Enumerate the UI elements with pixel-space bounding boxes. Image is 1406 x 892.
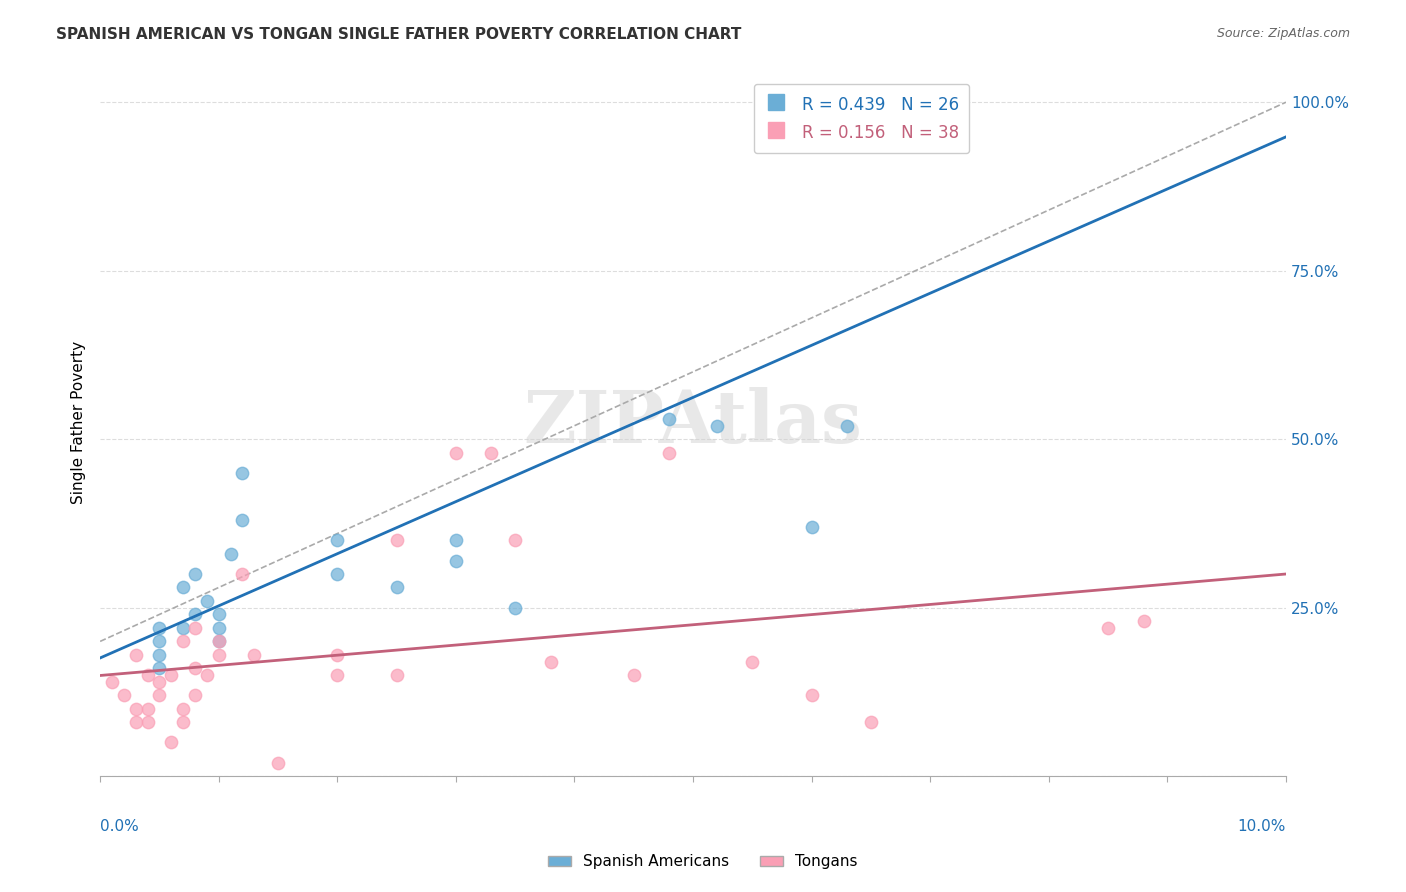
Point [172, 702, 194, 716]
Point [148, 634, 170, 648]
Point [172, 634, 194, 648]
Point [326, 668, 349, 682]
Point [208, 634, 231, 648]
Text: 10.0%: 10.0% [1237, 819, 1286, 834]
Legend: R = 0.439   N = 26, R = 0.156   N = 38: R = 0.439 N = 26, R = 0.156 N = 38 [754, 84, 969, 153]
Point [267, 756, 290, 770]
Point [160, 735, 183, 749]
Text: ZIPAtlas: ZIPAtlas [523, 387, 862, 458]
Point [824, 115, 846, 129]
Point [837, 418, 859, 433]
Point [741, 655, 763, 669]
Point [231, 566, 253, 581]
Point [481, 445, 503, 459]
Point [136, 668, 159, 682]
Point [112, 688, 135, 702]
Point [125, 715, 148, 730]
Point [195, 668, 218, 682]
Point [136, 702, 159, 716]
Text: 0.0%: 0.0% [100, 819, 139, 834]
Point [658, 412, 681, 426]
Point [148, 688, 170, 702]
Point [184, 621, 207, 635]
Point [172, 715, 194, 730]
Point [243, 648, 266, 662]
Point [326, 533, 349, 548]
Point [148, 621, 170, 635]
Point [125, 648, 148, 662]
Point [184, 688, 207, 702]
Point [148, 661, 170, 675]
Point [172, 621, 194, 635]
Legend: Spanish Americans, Tongans: Spanish Americans, Tongans [543, 848, 863, 875]
Point [800, 520, 823, 534]
Point [160, 668, 183, 682]
Point [208, 607, 231, 622]
Point [859, 715, 882, 730]
Point [800, 122, 823, 136]
Point [125, 702, 148, 716]
Point [385, 533, 408, 548]
Point [326, 648, 349, 662]
Point [326, 566, 349, 581]
Point [208, 621, 231, 635]
Point [231, 513, 253, 527]
Point [148, 674, 170, 689]
Point [172, 581, 194, 595]
Y-axis label: Single Father Poverty: Single Father Poverty [72, 341, 86, 504]
Point [706, 418, 728, 433]
Point [208, 634, 231, 648]
Point [1097, 621, 1119, 635]
Point [184, 607, 207, 622]
Point [148, 648, 170, 662]
Point [503, 533, 526, 548]
Point [184, 566, 207, 581]
Point [658, 445, 681, 459]
Point [195, 594, 218, 608]
Point [444, 445, 467, 459]
Point [385, 581, 408, 595]
Point [623, 668, 645, 682]
Point [208, 648, 231, 662]
Point [444, 553, 467, 567]
Text: Source: ZipAtlas.com: Source: ZipAtlas.com [1216, 27, 1350, 40]
Point [1132, 614, 1154, 628]
Point [800, 688, 823, 702]
Point [503, 600, 526, 615]
Point [136, 715, 159, 730]
Point [385, 668, 408, 682]
Text: SPANISH AMERICAN VS TONGAN SINGLE FATHER POVERTY CORRELATION CHART: SPANISH AMERICAN VS TONGAN SINGLE FATHER… [56, 27, 741, 42]
Point [184, 661, 207, 675]
Point [219, 547, 242, 561]
Point [540, 655, 562, 669]
Point [101, 674, 124, 689]
Point [231, 466, 253, 480]
Point [444, 533, 467, 548]
